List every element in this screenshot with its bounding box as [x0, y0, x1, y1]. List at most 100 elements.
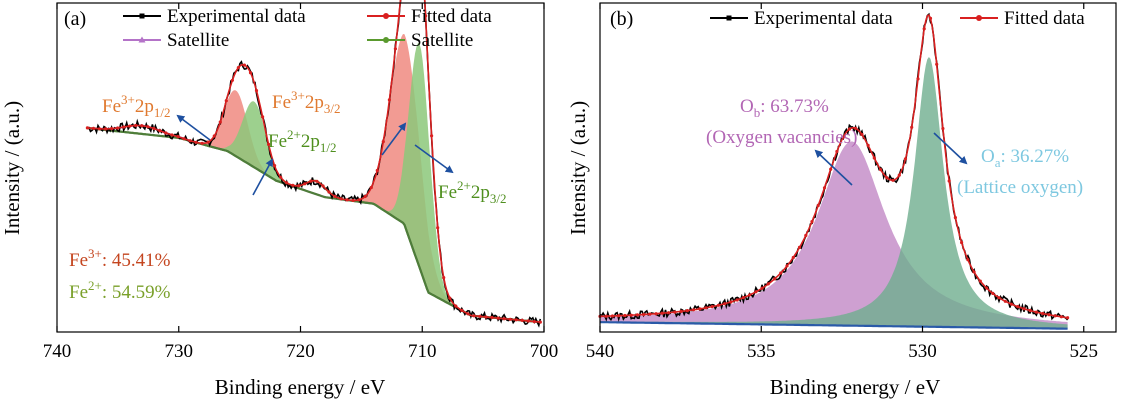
fitted-point — [1016, 305, 1020, 309]
fitted-point — [991, 291, 995, 295]
fitted-point — [538, 320, 542, 324]
fitted-point — [779, 271, 783, 275]
fitted-point — [520, 318, 524, 322]
fitted-point — [224, 99, 228, 103]
fitted-point — [604, 314, 608, 318]
fitted-point — [642, 312, 646, 317]
fitted-point — [188, 139, 192, 143]
fitted-point — [91, 126, 96, 130]
fitted-point — [454, 304, 458, 308]
fitted-point — [339, 197, 343, 201]
fitted-point — [1053, 314, 1057, 318]
fitted-point — [1022, 307, 1026, 311]
fitted-point — [242, 63, 246, 67]
fitted-point — [854, 126, 858, 130]
fitted-point — [146, 125, 150, 129]
x-tick-label: 525 — [1070, 341, 1099, 362]
fitted-point — [866, 143, 870, 147]
fitted-point — [279, 175, 283, 179]
fitted-point — [1059, 315, 1063, 319]
fitted-point — [375, 168, 379, 173]
fitted-point — [430, 134, 434, 138]
ann-fe3-percentage: Fe3+: 45.41% — [69, 246, 171, 271]
panel-b-plot-layers — [598, 12, 1070, 330]
fitted-point — [667, 311, 671, 315]
fitted-point — [134, 123, 138, 128]
fitted-point — [218, 120, 222, 124]
fitted-point — [723, 302, 727, 306]
fitted-point — [885, 176, 889, 180]
panel-a-ylabel: Intensity / (a.u.) — [0, 101, 24, 235]
fitted-point — [387, 98, 391, 102]
fitted-point — [369, 185, 373, 190]
fitted-point — [393, 47, 397, 51]
panel-b-xlabel: Binding energy / eV — [770, 375, 941, 399]
fitted-point — [704, 306, 708, 310]
fitted-point — [835, 149, 839, 154]
fitted-point — [735, 298, 739, 302]
fitted-point — [972, 270, 976, 274]
x-tick-label: 730 — [165, 341, 194, 362]
fitted-point — [610, 314, 615, 318]
peak-fill-1 — [600, 57, 1068, 329]
fitted-point — [860, 132, 864, 137]
fitted-point — [424, 14, 428, 18]
fitted-point — [128, 124, 132, 128]
fitted-point — [691, 308, 696, 312]
panel-a-label: (a) — [64, 8, 86, 30]
fitted-point — [152, 126, 156, 131]
fitted-point — [436, 226, 440, 230]
fitted-point — [261, 115, 265, 119]
fitted-point — [623, 313, 627, 318]
fitted-point — [514, 318, 518, 322]
fitted-point — [85, 126, 89, 130]
fitted-point — [773, 277, 777, 281]
fitted-point — [729, 300, 733, 304]
ann-ob-percentage: Ob: 63.73% — [740, 96, 829, 120]
fitted-point — [212, 134, 216, 138]
fitted-point — [660, 311, 664, 315]
fitted-point — [140, 124, 144, 128]
legend-label: Satellite — [411, 30, 473, 51]
fitted-line — [599, 13, 1068, 319]
legend-label: Experimental data — [167, 6, 306, 27]
fitted-point — [648, 312, 652, 316]
fitted-point — [654, 312, 658, 316]
fitted-point — [309, 179, 313, 183]
fitted-point — [236, 66, 240, 70]
fitted-point — [760, 286, 764, 290]
fitted-point — [248, 71, 253, 75]
arrow-oa — [933, 132, 968, 165]
ann-fe2-2p12: Fe2+2p1/2 — [268, 127, 336, 155]
fitted-point — [785, 264, 789, 268]
fitted-point — [928, 16, 933, 20]
fitted-point — [872, 156, 876, 160]
fitted-point — [829, 167, 833, 171]
fitted-point — [357, 198, 361, 202]
fitted-point — [617, 314, 621, 318]
fitted-point — [1041, 311, 1045, 316]
x-tick-label: 720 — [286, 341, 315, 362]
fitted-point — [484, 315, 488, 319]
fitted-point — [1009, 302, 1014, 306]
fitted-point — [629, 313, 633, 317]
fitted-point — [891, 178, 895, 182]
fitted-point — [1028, 308, 1032, 313]
arrow-fe2-2p32 — [414, 144, 454, 174]
legend-marker-triangle — [138, 36, 146, 43]
fitted-point — [841, 135, 845, 139]
peak-fill-3 — [87, 42, 541, 323]
fitted-point — [754, 290, 758, 294]
fitted-point — [879, 168, 883, 172]
fitted-point — [935, 62, 939, 66]
fitted-point — [985, 286, 989, 290]
ann-fe3-2p32: Fe3+2p3/2 — [272, 88, 340, 116]
fitted-point — [710, 305, 714, 309]
fitted-point — [822, 186, 827, 190]
fitted-point — [496, 316, 500, 320]
fitted-point — [110, 127, 114, 131]
fitted-point — [816, 203, 820, 208]
fitted-point — [741, 296, 746, 300]
fitted-point — [267, 142, 271, 146]
